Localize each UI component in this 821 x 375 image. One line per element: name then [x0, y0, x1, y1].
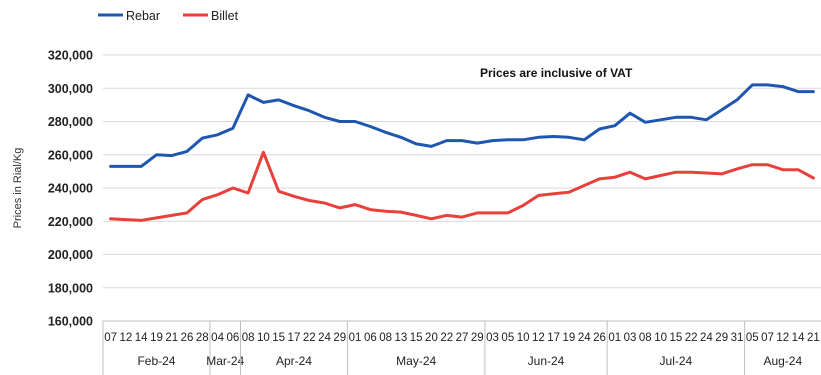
x-tick-label: 08 [242, 332, 255, 344]
x-tick-label: 01 [608, 332, 621, 344]
y-axis-label: Prices in Rial/Kg [12, 148, 24, 229]
x-tick-label: 01 [349, 332, 362, 344]
x-tick-label: 05 [501, 332, 514, 344]
x-tick-label: 19 [150, 332, 163, 344]
x-tick-label: 03 [486, 332, 499, 344]
x-tick-label: 14 [792, 332, 805, 344]
x-axis: 07 12 14 19 21 26 28 04 06 08 10 15 17 22 24 29 01 06 08 13… [102, 320, 821, 375]
legend: Rebar Billet [98, 9, 239, 23]
month-label: Feb-24 [137, 354, 175, 368]
x-tick-label: 15 [272, 332, 285, 344]
x-tick-label: 10 [654, 332, 667, 344]
x-tick-label: 22 [303, 332, 316, 344]
month-label: Aug-24 [763, 354, 802, 368]
y-tick-label: 200,000 [48, 248, 93, 262]
month-label: Jun-24 [528, 354, 565, 368]
series-lines [109, 83, 815, 222]
x-tick-label: 14 [135, 332, 148, 344]
x-tick-label: 06 [226, 332, 239, 344]
y-tick-label: 240,000 [48, 182, 93, 196]
x-tick-label: 21 [807, 332, 820, 344]
x-tick-label: 10 [517, 332, 530, 344]
y-tick-label: 260,000 [48, 148, 93, 162]
x-tick-label: 20 [425, 332, 438, 344]
x-tick-label: 05 [746, 332, 759, 344]
x-tick-label: 22 [685, 332, 698, 344]
y-tick-label: 280,000 [48, 115, 93, 129]
x-tick-label: 31 [731, 332, 744, 344]
x-tick-label: 22 [440, 332, 453, 344]
x-tick-label: 15 [410, 332, 423, 344]
legend-label-rebar: Rebar [126, 9, 160, 23]
y-tick-label: 300,000 [48, 82, 93, 96]
x-tick-label: 26 [593, 332, 606, 344]
x-tick-label: 06 [364, 332, 377, 344]
month-label: Mar-24 [206, 354, 244, 368]
x-tick-label: 29 [471, 332, 484, 344]
x-tick-label: 10 [257, 332, 270, 344]
x-tick-label: 21 [165, 332, 178, 344]
x-tick-label: 15 [669, 332, 682, 344]
month-label: Apr-24 [276, 354, 312, 368]
x-tick-label: 17 [547, 332, 560, 344]
x-tick-label: 29 [333, 332, 346, 344]
series-line-billet [109, 150, 815, 222]
legend-label-billet: Billet [211, 9, 239, 23]
x-tick-label: 12 [776, 332, 789, 344]
x-tick-label: 03 [624, 332, 637, 344]
x-tick-label: 29 [715, 332, 728, 344]
x-tick-label: 08 [639, 332, 652, 344]
y-tick-label: 160,000 [48, 315, 93, 329]
grid-lines [103, 54, 821, 289]
vat-annotation: Prices are inclusive of VAT [480, 66, 633, 80]
x-tick-label: 12 [532, 332, 545, 344]
x-tick-label: 24 [318, 332, 331, 344]
series-line-rebar [109, 83, 815, 168]
x-tick-label: 27 [456, 332, 469, 344]
month-label: May-24 [396, 354, 436, 368]
x-tick-label: 13 [394, 332, 407, 344]
x-tick-label: 28 [196, 332, 209, 344]
x-tick-label: 07 [104, 332, 117, 344]
y-tick-label: 220,000 [48, 215, 93, 229]
x-tick-label: 19 [563, 332, 576, 344]
y-tick-label: 180,000 [48, 281, 93, 295]
month-label: Jul-24 [660, 354, 693, 368]
x-tick-label: 17 [288, 332, 301, 344]
x-tick-label: 04 [211, 332, 224, 344]
y-tick-label: 320,000 [48, 49, 93, 63]
x-tick-label: 24 [700, 332, 713, 344]
x-tick-label: 12 [120, 332, 133, 344]
x-tick-label: 24 [578, 332, 591, 344]
y-axis-ticks: 160,000 180,000 200,000 220,000 240,000 260,0… [48, 49, 93, 329]
x-tick-label: 07 [761, 332, 774, 344]
x-tick-label: 26 [181, 332, 194, 344]
x-tick-label: 08 [379, 332, 392, 344]
